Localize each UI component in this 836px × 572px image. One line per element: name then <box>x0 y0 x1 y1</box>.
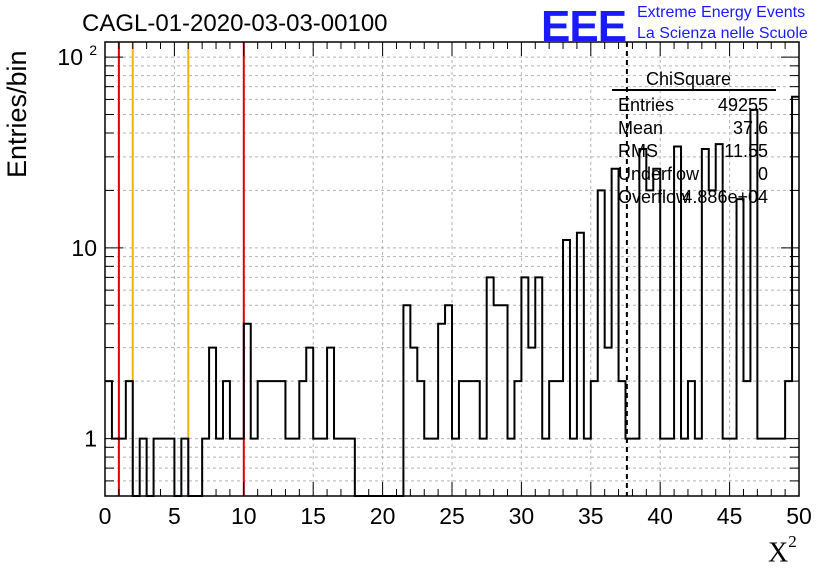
y-tick-label: 10 <box>71 235 97 261</box>
stat-value-mean: 37.6 <box>732 118 768 138</box>
stat-name-underflow: Underflow <box>618 164 700 184</box>
histogram-bin <box>563 240 570 496</box>
stat-value-underflow: 0 <box>757 164 768 184</box>
stat-value-overflow: 4.886e+04 <box>682 187 768 207</box>
stats-box-title: ChiSquare <box>646 69 732 89</box>
stat-name-rms: RMS <box>618 141 658 161</box>
x-tick-label: 25 <box>439 503 465 529</box>
histogram-bin <box>521 277 528 496</box>
histogram-bin <box>494 305 501 496</box>
stat-value-entries: 49255 <box>717 95 768 115</box>
x-tick-label: 20 <box>370 503 396 529</box>
eee-logo: EEE <box>541 2 627 51</box>
histogram-bin <box>501 305 508 496</box>
y-tick-label: 1 <box>84 426 97 452</box>
x-tick-label: 5 <box>168 503 181 529</box>
stat-name-mean: Mean <box>618 118 664 138</box>
histogram-bin <box>598 190 605 496</box>
histogram-bin <box>605 348 612 496</box>
stat-name-entries: Entries <box>618 95 675 115</box>
x-tick-label: 45 <box>717 503 743 529</box>
x-axis-label: X2 <box>768 532 797 569</box>
histogram-bin <box>709 190 716 496</box>
chart-title: CAGL-01-2020-03-03-00100 <box>82 10 388 37</box>
histogram-bin <box>209 348 216 496</box>
histogram-outline <box>105 95 799 497</box>
histogram-bin <box>327 348 334 496</box>
x-tick-label: 10 <box>231 503 257 529</box>
histogram-bin <box>750 110 757 496</box>
histogram-bin <box>445 305 452 496</box>
histogram-bin <box>487 277 494 496</box>
histogram-bin <box>306 348 313 496</box>
x-tick-label: 40 <box>647 503 673 529</box>
y-tick-label-exponent: 2 <box>89 42 97 58</box>
x-tick-label: 0 <box>99 503 112 529</box>
x-tick-label: 35 <box>578 503 604 529</box>
y-tick-label: 10 <box>57 44 83 70</box>
histogram-bin <box>403 305 410 496</box>
histogram-bin <box>410 348 417 496</box>
histogram-bin <box>535 277 542 496</box>
logo-line-2: La Scienza nelle Scuole <box>637 25 808 42</box>
y-axis-label: Entries/bin <box>2 50 32 178</box>
stat-value-rms: 11.55 <box>724 141 768 161</box>
stat-name-overflow: Overflow <box>618 187 690 207</box>
histogram-bin <box>528 348 535 496</box>
histogram-bin <box>577 233 584 496</box>
histogram-bin <box>438 324 445 496</box>
x-tick-label: 30 <box>509 503 535 529</box>
x-tick-label: 15 <box>300 503 326 529</box>
logo-line-1: Extreme Energy Events <box>637 4 806 21</box>
histogram-bin <box>646 190 653 496</box>
histogram-bin <box>244 324 251 496</box>
x-tick-label: 50 <box>786 503 812 529</box>
